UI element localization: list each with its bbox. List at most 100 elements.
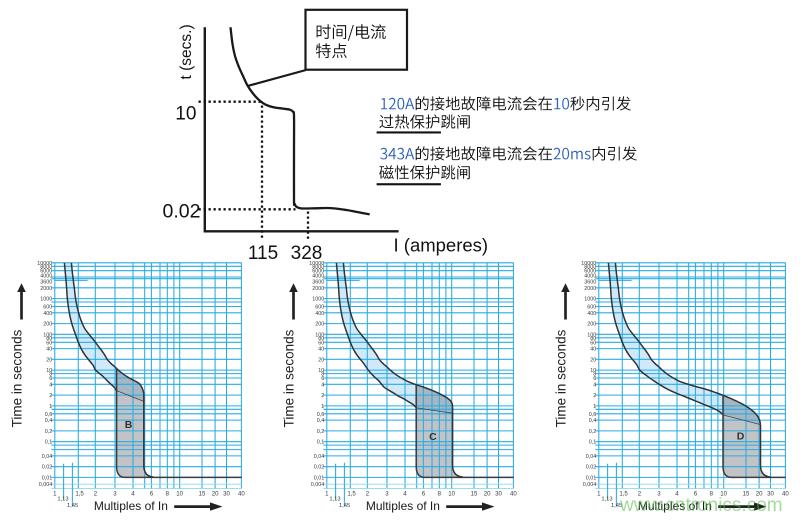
svg-text:1,45: 1,45 [339, 503, 350, 509]
svg-text:3600: 3600 [312, 279, 324, 285]
svg-text:0,004: 0,004 [583, 482, 597, 488]
svg-text:1,13: 1,13 [601, 496, 612, 502]
svg-text:0,6: 0,6 [317, 412, 325, 418]
svg-text:60: 60 [46, 340, 52, 346]
svg-text:200: 200 [43, 322, 52, 328]
svg-text:0.02: 0.02 [163, 201, 201, 223]
svg-text:www.cntronics.com: www.cntronics.com [619, 495, 783, 516]
svg-text:2000: 2000 [584, 286, 596, 292]
svg-text:4000: 4000 [312, 274, 324, 280]
svg-text:8: 8 [49, 372, 52, 378]
svg-text:3600: 3600 [40, 279, 52, 285]
svg-text:100: 100 [587, 332, 596, 338]
svg-text:1,5: 1,5 [347, 490, 356, 497]
svg-text:10: 10 [318, 368, 324, 374]
svg-text:1,45: 1,45 [67, 503, 78, 509]
svg-text:6: 6 [321, 376, 324, 382]
svg-text:30: 30 [767, 490, 774, 497]
svg-text:8: 8 [166, 490, 170, 497]
svg-text:400: 400 [43, 311, 52, 317]
svg-text:15: 15 [743, 490, 750, 497]
svg-text:8: 8 [321, 372, 324, 378]
svg-text:4: 4 [675, 490, 679, 497]
svg-text:600: 600 [315, 305, 324, 311]
svg-text:Multiples of In: Multiples of In [638, 499, 712, 513]
svg-text:Time in seconds: Time in seconds [554, 329, 569, 427]
svg-text:1: 1 [49, 404, 52, 410]
svg-text:I (amperes): I (amperes) [394, 235, 489, 256]
svg-text:0,1: 0,1 [589, 440, 597, 446]
svg-text:20: 20 [484, 490, 491, 497]
svg-text:6000: 6000 [40, 269, 52, 275]
svg-text:10: 10 [176, 490, 183, 497]
svg-text:4: 4 [321, 382, 324, 388]
svg-text:0,6: 0,6 [45, 412, 53, 418]
svg-text:40: 40 [318, 347, 324, 353]
svg-text:8000: 8000 [312, 264, 324, 270]
svg-text:40: 40 [46, 347, 52, 353]
svg-text:10: 10 [175, 104, 196, 125]
svg-text:0,04: 0,04 [314, 454, 325, 460]
svg-text:0,4: 0,4 [317, 418, 325, 424]
svg-text:20: 20 [318, 357, 324, 363]
svg-text:0,01: 0,01 [42, 475, 53, 481]
svg-text:1: 1 [325, 490, 329, 497]
svg-text:3: 3 [657, 490, 661, 497]
svg-text:200: 200 [315, 322, 324, 328]
svg-text:1,13: 1,13 [329, 496, 340, 502]
svg-text:3: 3 [113, 490, 117, 497]
svg-text:8: 8 [593, 372, 596, 378]
svg-text:328: 328 [291, 243, 323, 264]
svg-text:6: 6 [49, 376, 52, 382]
svg-text:1,5: 1,5 [75, 490, 84, 497]
svg-text:1: 1 [321, 404, 324, 410]
svg-text:20: 20 [46, 357, 52, 363]
svg-text:10: 10 [590, 368, 596, 374]
svg-text:80: 80 [318, 336, 324, 342]
svg-text:4: 4 [49, 382, 52, 388]
svg-text:80: 80 [590, 336, 596, 342]
svg-text:1: 1 [593, 404, 596, 410]
svg-text:Time in seconds: Time in seconds [10, 329, 25, 427]
svg-text:2: 2 [94, 490, 98, 497]
svg-text:4000: 4000 [40, 274, 52, 280]
svg-text:1000: 1000 [40, 297, 52, 303]
svg-text:2000: 2000 [40, 286, 52, 292]
svg-text:20: 20 [212, 490, 219, 497]
svg-text:0,2: 0,2 [317, 429, 325, 435]
svg-text:600: 600 [587, 305, 596, 311]
svg-text:3: 3 [385, 490, 389, 497]
svg-text:C: C [429, 431, 437, 443]
svg-text:0,01: 0,01 [314, 475, 325, 481]
svg-text:10000: 10000 [309, 261, 324, 267]
svg-text:Multiples of In: Multiples of In [366, 499, 440, 513]
svg-text:0,4: 0,4 [45, 418, 53, 424]
svg-text:8000: 8000 [584, 264, 596, 270]
svg-text:6000: 6000 [584, 269, 596, 275]
svg-text:6: 6 [150, 490, 154, 497]
svg-text:Time in seconds: Time in seconds [282, 329, 297, 427]
svg-text:10000: 10000 [37, 261, 52, 267]
svg-text:4000: 4000 [584, 274, 596, 280]
svg-text:Multiples of In: Multiples of In [94, 499, 168, 513]
svg-text:0,6: 0,6 [589, 412, 597, 418]
svg-text:0,4: 0,4 [589, 418, 597, 424]
svg-text:6: 6 [593, 376, 596, 382]
svg-text:20: 20 [590, 357, 596, 363]
svg-text:10: 10 [46, 368, 52, 374]
svg-text:2: 2 [49, 393, 52, 399]
svg-text:15: 15 [471, 490, 478, 497]
svg-text:40: 40 [238, 490, 245, 497]
svg-text:1: 1 [597, 490, 601, 497]
svg-text:0,01: 0,01 [586, 475, 597, 481]
svg-text:B: B [125, 419, 133, 431]
svg-text:3600: 3600 [584, 279, 596, 285]
svg-text:4: 4 [131, 490, 135, 497]
svg-text:30: 30 [495, 490, 502, 497]
svg-text:200: 200 [587, 322, 596, 328]
svg-text:2: 2 [321, 393, 324, 399]
svg-text:40: 40 [510, 490, 517, 497]
svg-text:115: 115 [248, 243, 278, 264]
svg-text:10000: 10000 [581, 261, 596, 267]
svg-text:40: 40 [590, 347, 596, 353]
